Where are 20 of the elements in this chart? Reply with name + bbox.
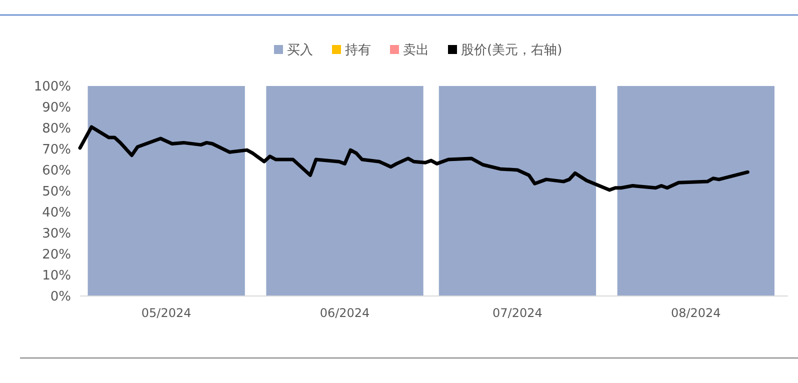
x-tick-label: 05/2024 — [141, 306, 192, 320]
y-tick-label: 30% — [42, 226, 71, 242]
y-tick-label: 10% — [42, 268, 71, 284]
y-tick-label: 40% — [42, 206, 71, 221]
line-series — [78, 125, 750, 192]
y-tick-label: 0% — [50, 290, 71, 305]
y-tick-label: 60% — [42, 164, 71, 179]
legend-label: 股价(美元，右轴) — [461, 42, 562, 58]
y-tick-label: 70% — [42, 142, 71, 158]
y-tick-label: 100% — [34, 80, 71, 95]
y-tick-label: 20% — [42, 248, 71, 263]
x-tick-label: 08/2024 — [670, 306, 721, 320]
y-tick-label: 50% — [42, 184, 71, 200]
x-tick-label: 07/2024 — [492, 306, 542, 320]
legend-label: 买入 — [287, 43, 313, 58]
x-tick-label: 06/2024 — [320, 306, 370, 320]
legend-label: 持有 — [345, 43, 371, 58]
legend-label: 卖出 — [403, 43, 429, 58]
y-tick-label: 90% — [42, 100, 71, 116]
y-tick-label: 80% — [42, 122, 71, 137]
